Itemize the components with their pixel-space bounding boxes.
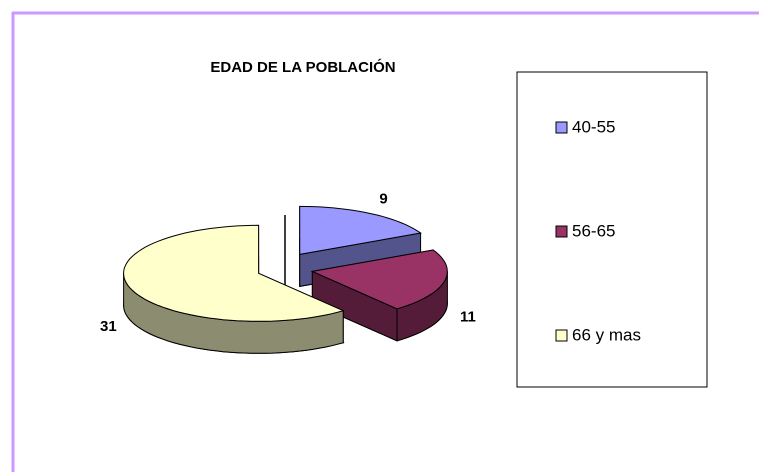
- legend-label: 66 y mas: [572, 325, 641, 344]
- slice: [123, 224, 345, 322]
- slice: [310, 249, 448, 310]
- data-label: 11: [460, 308, 476, 325]
- slice: [299, 205, 422, 255]
- legend-label: 56-65: [572, 221, 615, 240]
- legend-swatch: [555, 329, 568, 342]
- legend-swatch: [555, 225, 568, 238]
- legend-box: [516, 71, 708, 388]
- chart-title: EDAD DE LA POBLACIÓN: [210, 58, 395, 76]
- data-label: 31: [100, 318, 117, 335]
- data-label: 9: [379, 190, 387, 207]
- legend-swatch: [555, 121, 568, 134]
- legend-label: 40-55: [572, 117, 615, 136]
